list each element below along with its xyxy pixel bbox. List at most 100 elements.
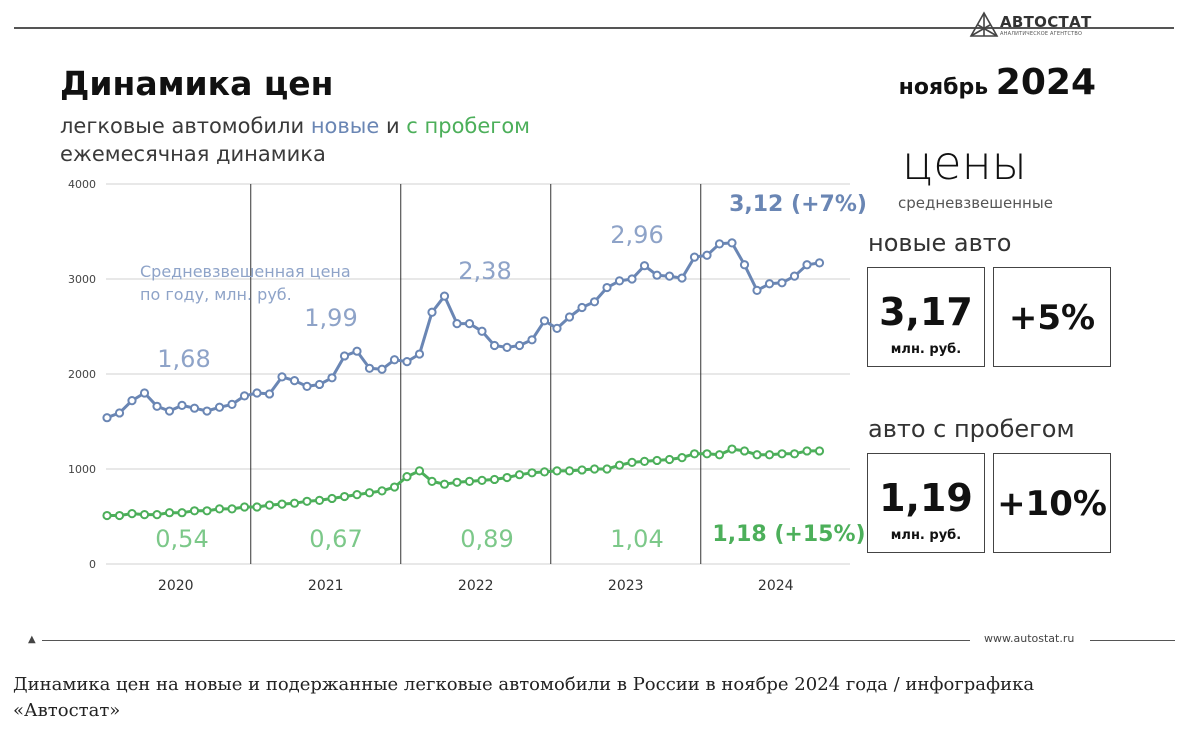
used-price-point [127,509,137,519]
new-price-point [252,388,262,398]
used-price-point [589,464,600,474]
used-price-point [789,449,800,459]
used-price-point [252,502,262,512]
new-price-point [114,408,125,418]
used-current-avg-label: 1,18 (+15%) [712,522,865,547]
new-price-point [539,316,550,326]
used-price-point [464,476,475,486]
used-price-point [377,486,387,496]
used-price-point [289,498,300,508]
used-price-unit: млн. руб. [890,528,962,543]
report-month: ноябрь [898,75,989,100]
used-price-point [764,450,775,460]
used-price-point [339,491,350,502]
new-price-point [814,258,825,268]
used-price-point [489,474,500,485]
used-price-point [102,510,112,521]
used-price-point [239,502,250,512]
new-price-point [564,312,575,322]
used-price-point [752,450,762,460]
new-price-point [714,239,725,249]
x-year-label: 2022 [458,578,494,594]
used-price-point [477,475,487,485]
new-price-point [464,319,475,329]
new-price-point [302,381,312,391]
used-price-point [664,454,675,465]
new-price-point [739,260,750,270]
image-caption: Динамика цен на новые и подержанные легк… [13,674,1035,721]
used-price-point [277,499,287,509]
new-price-point [402,357,412,367]
new-yearly-avg-label: 1,99 [304,304,357,332]
new-price-point [164,406,175,416]
new-price-point [102,413,112,423]
logo-brand: АВТОСТАТ [1000,13,1092,31]
new-price-point [727,238,737,248]
used-price-point [139,509,150,520]
new-cars-label: новые авто [868,229,1012,257]
used-price-point [502,472,512,483]
used-cars-label: авто с пробегом [868,415,1075,443]
new-price-point [589,297,600,307]
new-price-value: 3,17 [879,290,973,334]
new-price-point [652,270,662,280]
new-price-point [414,349,425,359]
new-price-point [614,276,625,286]
new-price-point [152,401,162,411]
used-price-point [539,467,550,477]
new-price-point [552,323,562,333]
used-yearly-avg-label: 0,67 [309,525,362,553]
used-price-point [177,508,187,518]
used-price-point [552,466,562,476]
x-year-label: 2024 [758,578,794,594]
used-price-point [327,493,337,504]
bottom-divider-right [1090,640,1175,641]
new-price-point [352,346,362,356]
used-price-point [527,468,537,478]
prices-heading: цены [902,136,1027,190]
new-yearly-avg-label: 1,68 [157,345,210,373]
new-price-point [489,340,500,351]
new-price-point [227,399,237,409]
new-price-point [802,260,812,270]
used-change-box: +10% [993,453,1111,553]
used-price-point [439,479,450,489]
bottom-divider [42,640,970,641]
used-price-point [514,470,525,480]
new-price-point [189,403,200,413]
new-price-point [752,285,762,295]
new-price-point [139,388,150,398]
used-price-point [802,446,812,456]
new-price-line [106,241,820,420]
new-price-point [639,261,650,271]
new-yearly-avg-label: 2,96 [610,221,663,249]
subtitle-prefix: легковые автомобили [60,114,311,138]
used-price-point [427,476,437,486]
used-yearly-avg-label: 0,54 [155,525,208,553]
new-price-point [327,373,337,383]
used-price-line [107,447,820,517]
used-price-point [314,495,325,505]
new-current-avg-label: 3,12 (+7%) [729,192,867,217]
used-price-box: 1,19 млн. руб. [867,453,985,553]
used-price-point [214,504,225,514]
new-price-point [627,274,637,284]
x-year-label: 2023 [608,578,644,594]
new-price-point [477,326,487,336]
y-tick-label: 3000 [68,273,96,286]
new-price-point [602,282,612,293]
used-price-point [352,490,362,500]
new-price-point [577,302,587,313]
used-price-point [577,465,587,475]
new-price-point [389,355,400,365]
used-price-point [202,506,212,516]
new-price-point [339,351,350,361]
new-price-point [689,252,700,262]
new-price-point [289,376,300,386]
new-price-point [364,363,375,373]
used-price-point [389,482,400,492]
used-price-point [814,446,825,456]
new-yearly-avg-label: 2,38 [458,257,511,285]
footer-logo-icon: ▲ [28,634,36,645]
